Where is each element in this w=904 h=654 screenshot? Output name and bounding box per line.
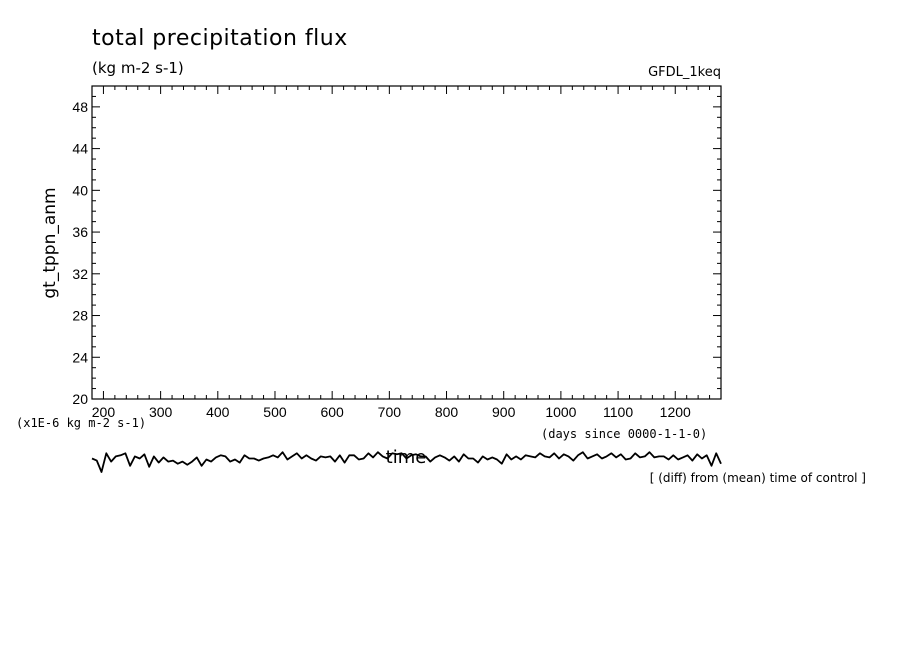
y-tick-label: 48 [72,99,88,115]
y-tick-label: 44 [72,141,88,157]
y-scale-note: (x1E-6 kg m-2 s-1) [16,416,146,430]
y-tick-label: 32 [72,266,88,282]
x-tick-label: 1100 [603,404,633,420]
y-tick-label: 24 [72,349,88,365]
x-tick-label: 900 [492,404,516,420]
x-tick-label: 1200 [660,404,691,420]
y-tick-label: 28 [72,308,88,324]
y-tick-label: 20 [72,391,88,407]
x-tick-label: 400 [206,404,230,420]
x-tick-label: 600 [320,404,344,420]
x-tick-label: 500 [263,404,287,420]
model-label: GFDL_1keq [648,65,721,80]
y-axis-label: gt_tppn_anm [40,187,60,298]
y-tick-label: 36 [72,224,88,240]
axis-ticks [91,85,722,400]
series-line [91,451,722,473]
y-tick-label: 40 [72,182,88,198]
chart-title: total precipitation flux [92,26,348,51]
x-tick-label: 800 [435,404,459,420]
y-tick-labels: 20 24 28 32 36 40 44 48 [72,99,88,407]
x-tick-label: 700 [378,404,402,420]
chart-units: (kg m-2 s-1) [92,59,184,77]
x-tick-labels: 200 300 400 500 600 700 800 900 1000 1100 1200 [92,404,691,420]
plot-frame [91,85,722,400]
footnote: [ (diff) from (mean) time of control ] [650,471,866,485]
x-tick-label: 1000 [545,404,576,420]
x-unit-note: (days since 0000-1-1-0) [541,427,707,441]
x-tick-label: 300 [149,404,173,420]
x-tick-label: 200 [92,404,116,420]
